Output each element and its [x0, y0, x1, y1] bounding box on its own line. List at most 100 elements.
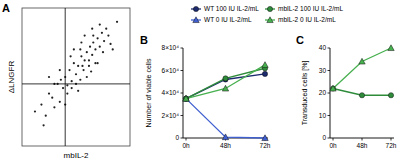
cell-dot — [105, 28, 107, 30]
y-tick — [181, 93, 184, 94]
gate-line — [65, 8, 66, 146]
x-tick — [333, 138, 334, 141]
y-tick — [328, 48, 331, 49]
cell-dot — [75, 73, 77, 75]
cell-dot — [80, 41, 82, 43]
y-tick-label: 30 — [319, 67, 327, 74]
legend-marker — [267, 6, 272, 11]
series-point — [183, 95, 189, 101]
cell-dot — [97, 62, 99, 64]
series-point — [262, 135, 268, 141]
cell-dot — [73, 62, 75, 64]
x-tick-label: 48h — [220, 142, 231, 149]
cell-dot — [92, 41, 94, 43]
cell-dot — [79, 48, 81, 50]
cell-dot — [112, 48, 114, 50]
y-tick-label: 0 — [175, 134, 179, 141]
cell-dot — [59, 101, 61, 103]
x-tick — [362, 138, 363, 141]
y-tick-label: 20 — [319, 89, 327, 96]
cell-dot — [81, 65, 83, 67]
series-point — [359, 58, 365, 64]
cell-dot — [94, 62, 96, 64]
series-line — [186, 65, 265, 99]
series-point — [223, 76, 228, 81]
y-tick — [328, 138, 331, 139]
figure: AmbIL-2ΔLNGFRB02×10⁴4×10⁴6×10⁴8×10⁴0h48h… — [0, 0, 400, 162]
cell-dot — [88, 65, 90, 67]
legend-marker — [193, 6, 198, 11]
series-point — [222, 134, 228, 140]
cell-dot — [62, 87, 64, 89]
cell-dot — [116, 21, 118, 23]
cell-dot — [90, 70, 92, 72]
cell-dot — [94, 48, 96, 50]
cell-dot — [77, 90, 79, 92]
panel-letter: C — [296, 34, 304, 46]
cell-dot — [89, 46, 91, 48]
x-tick-label: 0h — [329, 142, 337, 149]
y-tick — [328, 93, 331, 94]
y-tick-label: 2×10⁴ — [162, 112, 180, 119]
cell-dot — [91, 28, 93, 30]
series-group — [330, 45, 394, 98]
series-point — [262, 71, 267, 76]
series-point — [330, 86, 335, 91]
panel-b: B02×10⁴4×10⁴6×10⁴8×10⁴0h48h72hNumber of … — [140, 5, 343, 149]
cell-dot — [99, 46, 101, 48]
series-group — [183, 62, 268, 141]
cell-dot — [51, 97, 53, 99]
y-tick — [181, 115, 184, 116]
x-tick-label: 48h — [357, 142, 368, 149]
cell-dot — [48, 92, 50, 94]
panel-letter: A — [2, 2, 10, 14]
points — [22, 8, 130, 146]
cell-dot — [45, 115, 47, 117]
y-tick — [181, 48, 184, 49]
y-tick-label: 0 — [322, 134, 326, 141]
gate-line — [22, 83, 130, 84]
x-tick-label: 0h — [182, 142, 190, 149]
cell-dot — [66, 84, 68, 86]
x-tick — [186, 138, 187, 141]
series-line — [186, 68, 265, 98]
series-line — [333, 48, 391, 89]
series-point — [262, 62, 268, 68]
series-point — [388, 93, 393, 98]
cell-dot — [103, 40, 105, 42]
x-tick-label: 72h — [260, 142, 271, 149]
cell-dot — [86, 76, 88, 78]
y-tick — [328, 115, 331, 116]
x-tick — [391, 138, 392, 141]
cell-dot — [40, 104, 42, 106]
cell-dot — [71, 80, 73, 82]
legend: WT 100 IU IL-2/mLWT 0 IU IL-2/mLmbIL-2 1… — [191, 5, 343, 23]
y-axis-label: Transduced cells [%] — [301, 61, 309, 126]
x-axis-label: mbIL-2 — [64, 151, 89, 160]
cell-dot — [48, 76, 50, 78]
cell-dot — [91, 54, 93, 56]
legend-label: mbIL-2 0 IU IL-2/mL — [278, 16, 336, 23]
y-tick-label: 40 — [319, 44, 327, 51]
y-tick — [328, 70, 331, 71]
series-point — [222, 85, 228, 91]
cell-dot — [66, 92, 68, 94]
cell-dot — [86, 51, 88, 53]
cell-dot — [84, 59, 86, 61]
legend-label: WT 0 IU IL-2/mL — [204, 16, 252, 23]
cell-dot — [53, 106, 55, 108]
cell-dot — [82, 69, 84, 71]
series-line — [186, 99, 265, 138]
cell-dot — [107, 35, 109, 37]
y-tick — [181, 138, 184, 139]
cell-dot — [109, 43, 111, 45]
x-tick-label: 72h — [386, 142, 397, 149]
y-tick-label: 6×10⁴ — [162, 67, 180, 74]
cell-dot — [102, 51, 104, 53]
cell-dot — [101, 32, 103, 34]
y-axis-label: Number of viable cells — [145, 58, 152, 127]
cell-dot — [70, 55, 72, 57]
chart-svg: AmbIL-2ΔLNGFRB02×10⁴4×10⁴6×10⁴8×10⁴0h48h… — [0, 0, 400, 162]
cell-dot — [68, 69, 70, 71]
cell-dot — [60, 79, 62, 81]
